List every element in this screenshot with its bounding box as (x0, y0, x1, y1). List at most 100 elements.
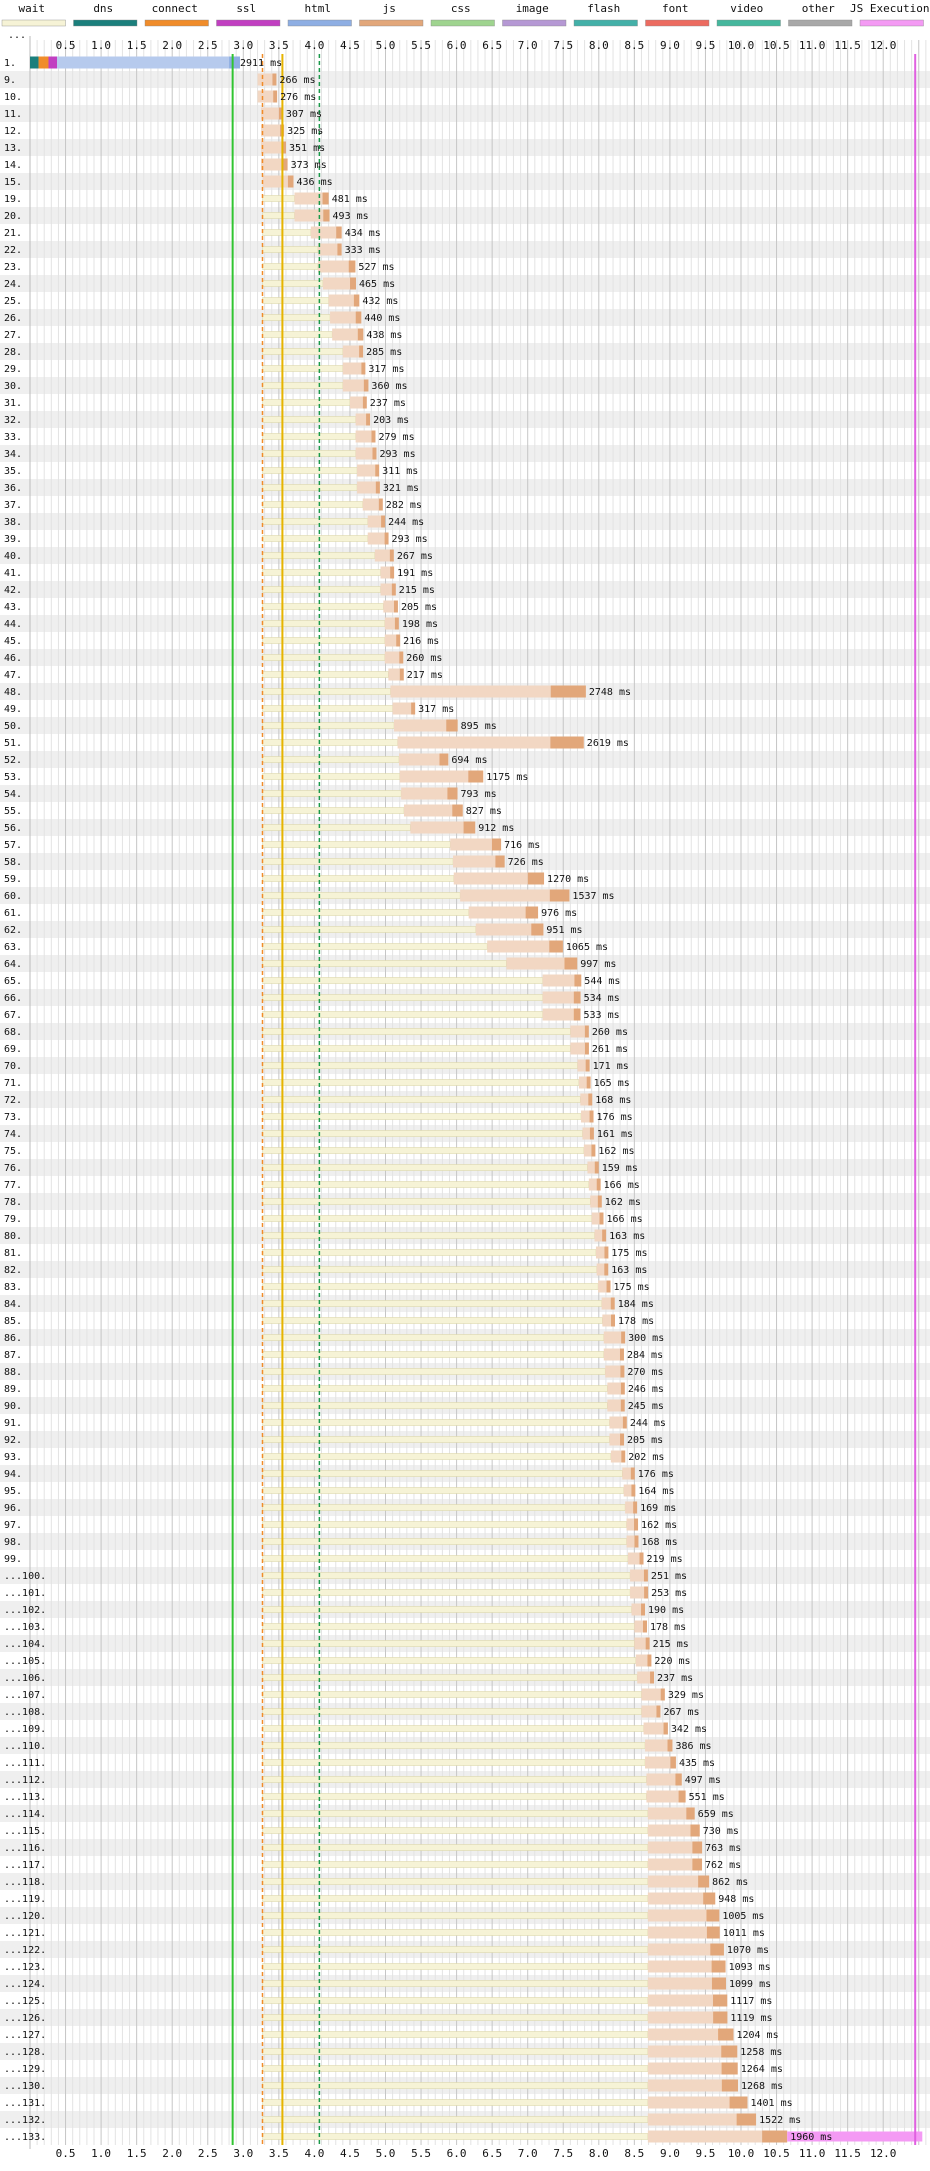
duration-label-50: 976 ms (541, 908, 577, 919)
row-label-10: 21. (4, 228, 22, 239)
bar-68-ttfb (591, 1212, 600, 1225)
duration-label-92: 178 ms (650, 1622, 686, 1633)
duration-label-57: 260 ms (592, 1027, 628, 1038)
row-label-61: 72. (4, 1095, 22, 1106)
bar-46-wait (262, 841, 451, 848)
duration-label-62: 176 ms (597, 1112, 633, 1123)
legend-label-7: image (516, 2, 549, 15)
duration-label-76: 284 ms (627, 1350, 663, 1361)
bar-5-download (281, 141, 287, 154)
bar-35-download (399, 651, 404, 664)
bar-69-ttfb (594, 1229, 603, 1242)
legend-label-6: css (451, 2, 471, 15)
bar-90-download (644, 1586, 649, 1599)
bar-98-ttfb (643, 1722, 664, 1735)
duration-label-97: 267 ms (663, 1707, 699, 1718)
bar-20-ttfb (349, 396, 363, 409)
duration-label-99: 386 ms (675, 1741, 711, 1752)
duration-label-90: 253 ms (651, 1588, 687, 1599)
bar-44-wait (262, 807, 405, 814)
bar-30-download (390, 566, 395, 579)
bar-12-wait (262, 263, 319, 270)
row-label-47: 58. (4, 857, 22, 868)
bar-52-download (549, 940, 563, 953)
row-label-76: 87. (4, 1350, 22, 1361)
duration-label-77: 270 ms (627, 1367, 663, 1378)
duration-label-114: 1117 ms (730, 1996, 772, 2007)
bar-86-ttfb (626, 1518, 635, 1531)
bar-84-download (631, 1484, 636, 1497)
x-tick-top-20: 10.5 (763, 39, 790, 52)
bar-101-ttfb (646, 1773, 676, 1786)
bar-53-download (564, 957, 578, 970)
duration-label-87: 168 ms (641, 1537, 677, 1548)
duration-label-31: 215 ms (399, 585, 435, 596)
bar-12-ttfb (317, 260, 349, 273)
duration-label-52: 1065 ms (566, 942, 608, 953)
bar-70-download (604, 1246, 609, 1259)
bar-73-download (610, 1297, 615, 1310)
duration-label-7: 436 ms (296, 177, 332, 188)
row-label-68: 79. (4, 1214, 22, 1225)
x-tick-top-15: 8.0 (589, 39, 609, 52)
bar-10-wait (262, 229, 312, 236)
x-tick-top-22: 11.5 (834, 39, 861, 52)
row-label-14: 25. (4, 296, 22, 307)
bar-86-download (634, 1518, 639, 1531)
duration-label-75: 300 ms (628, 1333, 664, 1344)
bar-118-download (721, 2062, 738, 2075)
duration-label-119: 1268 ms (741, 2081, 783, 2092)
bar-80-ttfb (609, 1416, 623, 1429)
duration-label-81: 205 ms (627, 1435, 663, 1446)
bar-93-wait (262, 1640, 635, 1647)
x-tick-bottom-13: 7.0 (518, 2147, 538, 2160)
bar-18-ttfb (342, 362, 362, 375)
bar-48-ttfb (453, 872, 528, 885)
bar-0-conn-1 (38, 56, 49, 69)
x-tick-top-12: 6.5 (482, 39, 502, 52)
bar-30-wait (262, 569, 381, 576)
duration-label-16: 438 ms (366, 330, 402, 341)
bar-70-wait (262, 1249, 597, 1256)
bar-0-ttfb (57, 56, 230, 69)
duration-label-45: 912 ms (478, 823, 514, 834)
row-label-87: 98. (4, 1537, 22, 1548)
duration-label-96: 329 ms (668, 1690, 704, 1701)
bar-79-download (620, 1399, 625, 1412)
bar-83-wait (262, 1470, 623, 1477)
bar-57-ttfb (570, 1025, 585, 1038)
duration-label-24: 311 ms (382, 466, 418, 477)
row-label-105: ...116. (4, 1843, 46, 1854)
row-label-78: 89. (4, 1384, 22, 1395)
bar-122-ttfb (647, 2130, 763, 2143)
bar-26-download (378, 498, 383, 511)
bar-66-wait (262, 1181, 590, 1188)
row-label-104: ...115. (4, 1826, 46, 1837)
bar-91-download (641, 1603, 646, 1616)
bar-30-ttfb (380, 566, 391, 579)
bar-29-ttfb (374, 549, 390, 562)
bar-97-download (656, 1705, 661, 1718)
bar-41-ttfb (399, 753, 440, 766)
bar-54-wait (262, 977, 543, 984)
duration-label-6: 373 ms (291, 160, 327, 171)
x-tick-bottom-5: 3.0 (233, 2147, 253, 2160)
bar-51-ttfb (475, 923, 532, 936)
bar-11-wait (262, 246, 319, 253)
bar-48-wait (262, 875, 455, 882)
x-tick-top-2: 1.5 (127, 39, 147, 52)
bar-91-wait (262, 1606, 632, 1613)
duration-label-60: 165 ms (594, 1078, 630, 1089)
row-label-98: ...109. (4, 1724, 46, 1735)
bar-105-wait (262, 1844, 649, 1851)
bar-67-ttfb (590, 1195, 598, 1208)
bar-78-wait (262, 1385, 608, 1392)
x-tick-bottom-16: 8.5 (624, 2147, 644, 2160)
duration-label-61: 168 ms (595, 1095, 631, 1106)
bar-71-wait (262, 1266, 597, 1273)
bar-42-ttfb (399, 770, 469, 783)
row-label-115: ...126. (4, 2013, 46, 2024)
request-bars (30, 56, 923, 2143)
bar-61-ttfb (580, 1093, 589, 1106)
row-label-2: 10. (4, 92, 22, 103)
